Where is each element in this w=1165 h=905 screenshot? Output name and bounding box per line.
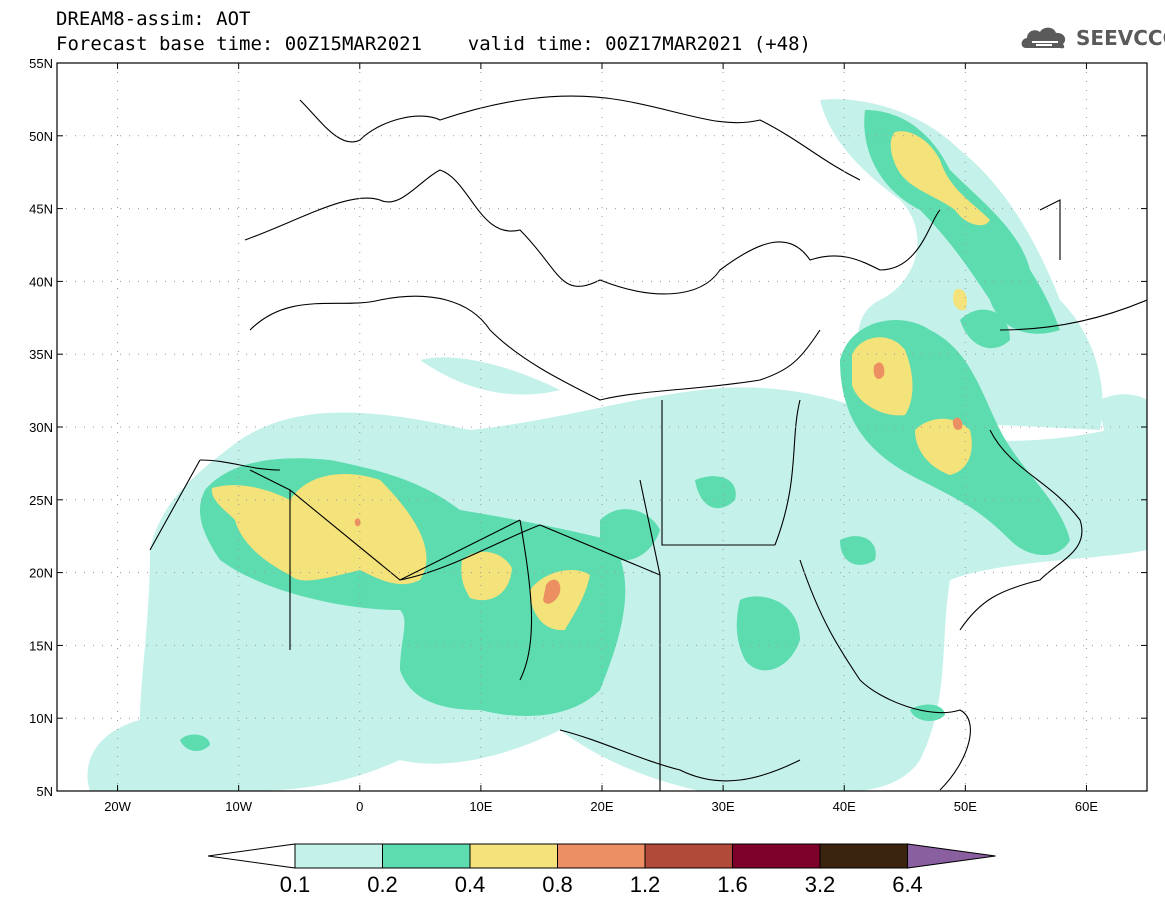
aot-level-0-8 (354, 362, 963, 604)
colorbar-label: 6.4 (892, 872, 923, 897)
lon-tick-label: 20W (104, 799, 131, 814)
colorbar-label: 1.2 (630, 872, 661, 897)
cloud-logo-icon (1021, 27, 1066, 49)
lat-tick-label: 45N (29, 202, 53, 217)
boundaries (149, 95, 1147, 791)
colorbar-high-arrow (907, 843, 996, 869)
chart-title: DREAM8-assim: AOT (56, 8, 251, 30)
lat-tick-label: 30N (29, 420, 53, 435)
colorbar-swatch (732, 843, 821, 869)
colorbar-label: 0.4 (455, 872, 486, 897)
lat-tick-label: 15N (29, 638, 53, 653)
lat-tick-label: 5N (36, 784, 53, 799)
colorbar-label: 1.6 (717, 872, 748, 897)
colorbar-labels: 0.1 0.2 0.4 0.8 1.2 1.6 3.2 6.4 (280, 872, 923, 897)
colorbar-swatch (294, 843, 383, 869)
lon-tick-label: 0 (356, 799, 363, 814)
colorbar-swatch (819, 843, 908, 869)
forecast-times: Forecast base time: 00Z15MAR2021 valid t… (56, 33, 811, 55)
lon-tick-label: 30E (712, 799, 735, 814)
lon-tick-label: 10W (225, 799, 252, 814)
lat-tick-label: 10N (29, 711, 53, 726)
lon-tick-label: 50E (954, 799, 977, 814)
lat-tick-label: 35N (29, 347, 53, 362)
lat-axis: 55N 50N 45N 40N 35N 30N 25N 20N 15N 10N 5N (29, 56, 1147, 799)
colorbar-label: 0.1 (280, 872, 311, 897)
colorbar-swatch (644, 843, 733, 869)
colorbar (207, 843, 996, 869)
colorbar-label: 3.2 (805, 872, 836, 897)
lat-tick-label: 55N (29, 56, 53, 71)
colorbar-label: 0.8 (542, 872, 573, 897)
seevccc-logo: SEEVCCC (1018, 22, 1165, 54)
colorbar-swatch (469, 843, 558, 869)
colorbar-label: 0.2 (367, 872, 398, 897)
lat-tick-label: 20N (29, 566, 53, 581)
lat-tick-label: 25N (29, 493, 53, 508)
lon-tick-label: 60E (1075, 799, 1098, 814)
colorbar-low-arrow (207, 843, 296, 869)
lon-tick-label: 20E (590, 799, 613, 814)
colorbar-swatch (557, 843, 646, 869)
lon-axis: 20W 10W 0 10E 20E 30E 40E 50E 60E (104, 63, 1098, 814)
logo-text: SEEVCCC (1076, 26, 1165, 50)
lon-tick-label: 10E (469, 799, 492, 814)
lon-tick-label: 40E (833, 799, 856, 814)
lat-tick-label: 50N (29, 129, 53, 144)
aot-field (87, 99, 1147, 791)
lat-tick-label: 40N (29, 274, 53, 289)
colorbar-swatch (382, 843, 471, 869)
